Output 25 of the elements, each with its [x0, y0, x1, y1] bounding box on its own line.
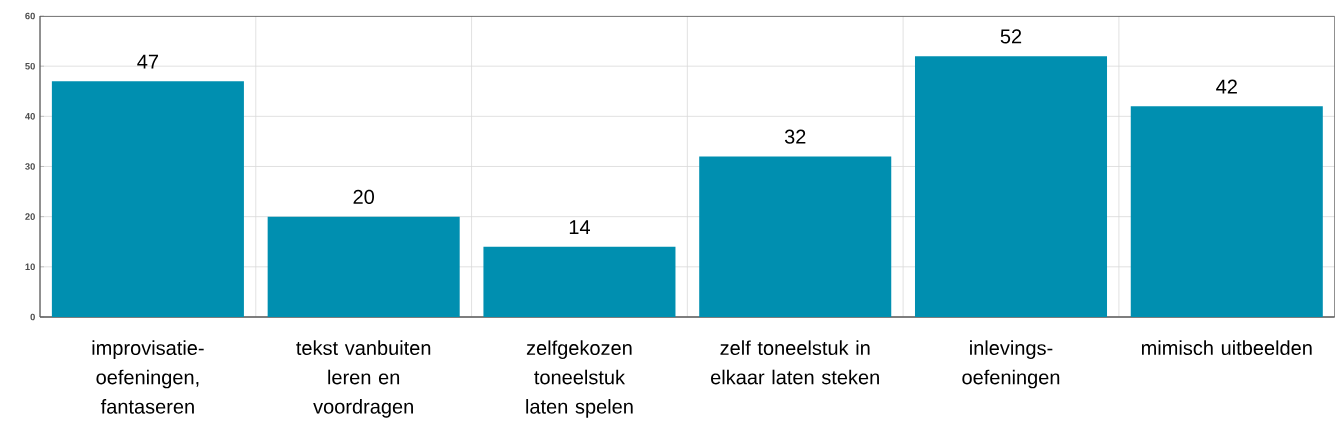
y-tick-label: 60 — [25, 12, 35, 20]
bar — [914, 56, 1108, 317]
y-tick-label: 50 — [25, 62, 35, 70]
data-label: 14 — [569, 220, 590, 235]
x-tick-label: mimisch uitbeelden — [1141, 340, 1312, 356]
data-label: 32 — [784, 129, 806, 144]
y-tick-label: 10 — [25, 263, 35, 271]
bar — [1130, 106, 1323, 317]
bar — [699, 156, 892, 317]
data-label: 52 — [1000, 29, 1022, 44]
y-tick-label: 0 — [30, 313, 35, 321]
y-tick-label: 40 — [25, 113, 35, 120]
data-label: 20 — [353, 189, 374, 204]
bar — [267, 216, 460, 317]
x-tick-label: inlevings-oefeningen — [962, 340, 1060, 389]
bar — [51, 81, 244, 317]
x-tick-label: zelf toneelstuk in elkaar laten steken — [711, 340, 879, 385]
y-tick-label: 30 — [25, 163, 35, 170]
y-tick-label: 20 — [25, 213, 35, 220]
x-tick-label: zelfgekozen toneelstuk laten spelen — [526, 340, 633, 418]
data-label: 42 — [1216, 79, 1237, 94]
data-label: 47 — [137, 54, 159, 69]
x-tick-label: tekst vanbuiten leren en voordragen — [296, 340, 431, 418]
bar — [483, 246, 676, 317]
x-tick-label: improvisatie-oefeningen, fantaseren — [92, 340, 204, 414]
